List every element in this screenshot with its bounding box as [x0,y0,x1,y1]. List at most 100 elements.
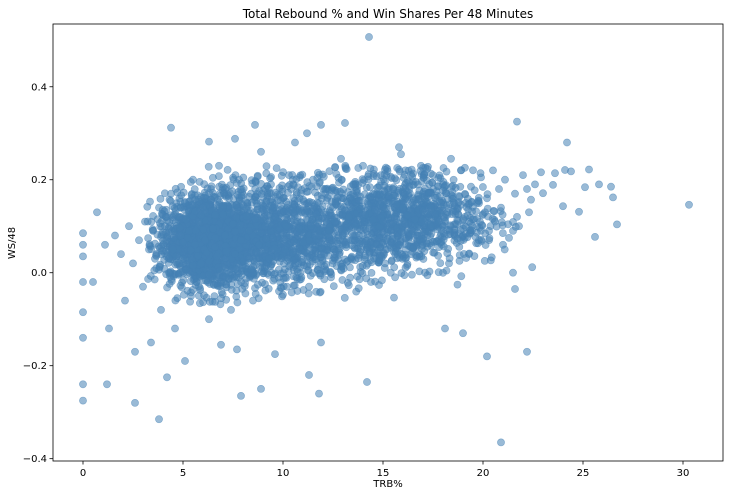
data-point [429,248,438,257]
data-point [417,161,425,170]
data-point [346,273,354,282]
data-point [208,173,217,182]
data-point [125,222,133,231]
data-point [395,240,403,249]
plot-frame [52,23,724,462]
data-point [231,134,239,143]
data-point [527,195,535,204]
data-point [270,244,279,253]
data-point [454,217,462,225]
y-tick-label: 0.4 [31,82,47,93]
data-point [187,292,195,300]
data-point [277,196,285,205]
data-point [221,273,230,281]
data-point [439,180,447,189]
data-point [207,185,215,193]
data-point [481,208,489,217]
data-point [457,272,466,281]
data-point [519,171,527,179]
data-point [267,180,275,189]
data-point [505,233,513,242]
data-point [469,166,477,175]
data-point [478,183,487,191]
data-point [79,396,87,405]
data-point [457,166,465,175]
data-point [401,219,409,228]
data-point [331,217,339,226]
data-point [139,282,147,291]
data-point [227,305,235,314]
data-point [233,298,242,307]
data-points [79,33,693,447]
data-point [407,165,416,174]
data-point [491,217,499,226]
data-point [179,188,188,197]
data-point [468,226,476,235]
data-point [442,189,450,197]
data-point [525,208,533,217]
data-point [397,269,406,277]
data-point [101,240,109,249]
data-point [290,281,299,290]
data-point [169,233,178,242]
data-point [397,150,405,159]
data-point [415,231,423,240]
data-point [477,173,485,182]
data-point [79,229,87,238]
data-point [235,175,243,184]
data-point [79,308,87,317]
data-point [449,198,458,207]
data-point [539,189,547,198]
data-point [581,183,589,192]
data-point [297,189,305,198]
data-point [191,226,200,235]
data-point [221,231,229,240]
data-point [195,217,203,226]
data-point [445,259,453,268]
data-point [193,251,202,260]
y-tick-label: −0.2 [23,361,47,372]
data-point [247,265,256,273]
data-point [498,229,507,237]
data-point [487,253,496,262]
data-point [283,282,291,291]
data-point [419,173,428,182]
data-point [298,257,307,266]
data-point [141,217,149,226]
data-point [317,338,325,347]
data-point [455,251,464,259]
data-point [242,212,251,221]
data-point [245,226,253,235]
data-point [165,254,173,263]
data-point [501,175,509,184]
data-point [489,206,498,215]
data-point [307,222,315,231]
data-point [353,272,362,281]
data-point [403,211,412,220]
data-point [485,226,493,235]
data-point [607,182,615,191]
data-point [376,190,385,199]
data-point [103,380,111,389]
data-point [205,315,213,324]
data-point [561,166,569,174]
data-point [291,259,299,268]
data-point [231,250,239,258]
data-point [480,256,489,265]
data-point [365,224,373,233]
x-axis-ticks: 0 5 10 15 20 25 30 [80,461,689,479]
x-tick-label: 10 [277,468,290,479]
data-point [354,284,363,293]
data-point [287,217,295,226]
data-point [417,245,426,253]
data-point [232,201,240,210]
data-point [483,352,491,361]
data-point [241,264,249,272]
data-point [129,259,137,268]
data-point [453,280,462,289]
data-point [509,268,517,277]
data-point [418,215,427,224]
data-point [549,180,557,189]
data-point [361,210,369,219]
data-point [312,209,321,218]
